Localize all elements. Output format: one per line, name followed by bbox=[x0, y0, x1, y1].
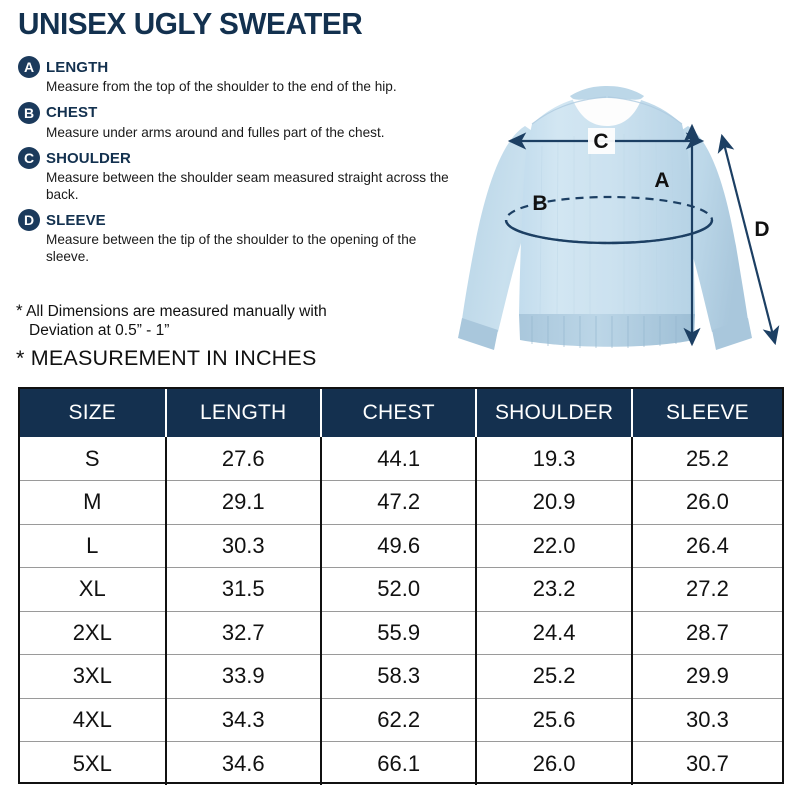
measurement-legend: A LENGTH Measure from the top of the sho… bbox=[18, 56, 450, 271]
legend-head-shoulder: C SHOULDER bbox=[18, 147, 450, 170]
cell-length: 34.6 bbox=[165, 741, 322, 785]
cell-shoulder: 25.6 bbox=[476, 697, 633, 742]
marker-label-a: A bbox=[654, 169, 669, 192]
table-row: XL 31.5 52.0 23.2 27.2 bbox=[20, 567, 782, 611]
cell-chest: 44.1 bbox=[320, 437, 478, 481]
marker-label-c: C bbox=[593, 130, 608, 153]
cell-sleeve: 30.7 bbox=[631, 741, 782, 785]
badge-d-icon: D bbox=[18, 209, 40, 232]
cell-length: 33.9 bbox=[165, 654, 322, 698]
cell-length: 29.1 bbox=[165, 480, 322, 524]
marker-label-d: D bbox=[754, 218, 769, 241]
badge-c-icon: C bbox=[18, 147, 40, 170]
cell-sleeve: 25.2 bbox=[686, 445, 729, 471]
badge-a-icon: A bbox=[18, 56, 40, 78]
table-row: 4XL 34.3 62.2 25.6 30.3 bbox=[20, 697, 782, 742]
cell-sleeve: 30.3 bbox=[631, 697, 782, 742]
table-row: 3XL 33.9 58.3 25.2 29.9 bbox=[20, 654, 782, 698]
legend-label-sleeve: SLEEVE bbox=[46, 211, 106, 229]
cell-length: 34.3 bbox=[165, 697, 322, 742]
cell-chest: 66.1 bbox=[320, 741, 478, 785]
cell-size: 4XL bbox=[20, 697, 167, 742]
legend-head-length: A LENGTH bbox=[18, 56, 450, 78]
marker-label-b: B bbox=[532, 192, 547, 215]
cell-sleeve: 28.7 bbox=[631, 610, 782, 655]
table-row: L 30.3 49.6 22.0 26.4 bbox=[20, 523, 782, 568]
legend-desc-sleeve: Measure between the tip of the shoulder … bbox=[46, 232, 417, 264]
arrow-b-chest-solid bbox=[504, 219, 714, 245]
cell-shoulder: 20.9 bbox=[476, 480, 633, 524]
cell-size: 3XL bbox=[20, 654, 167, 698]
cell-length: 30.3 bbox=[165, 523, 322, 568]
note-deviation-line1: All Dimensions are measured manually wit… bbox=[26, 303, 327, 320]
cell-sleeve: 27.2 bbox=[631, 567, 782, 611]
table-row: 2XL 32.7 55.9 24.4 28.7 bbox=[20, 610, 782, 655]
table-header-row: SIZE LENGTH CHEST SHOULDER SLEEVE bbox=[20, 389, 782, 437]
note-units: * MEASUREMENT IN INCHES bbox=[16, 346, 317, 371]
cell-size: XL bbox=[20, 567, 167, 611]
cell-length: 27.6 bbox=[165, 437, 322, 481]
legend-head-chest: B CHEST bbox=[18, 101, 450, 124]
asterisk-icon: * bbox=[16, 301, 23, 320]
arrow-d-sleeve bbox=[717, 133, 780, 346]
note-units-label: MEASUREMENT IN INCHES bbox=[30, 346, 317, 370]
legend-item-sleeve: D SLEEVE Measure between the tip of the … bbox=[18, 209, 450, 265]
table-row: S 27.6 44.1 19.3 25.2 bbox=[20, 437, 782, 481]
asterisk-icon-2: * bbox=[16, 346, 25, 370]
legend-desc-chest: Measure under arms around and fulles par… bbox=[46, 124, 385, 140]
cell-shoulder: 22.0 bbox=[476, 523, 633, 568]
cell-size: M bbox=[20, 480, 167, 524]
cell-chest: 52.0 bbox=[320, 567, 478, 611]
cell-shoulder: 23.2 bbox=[476, 567, 633, 611]
cell-length: 32.7 bbox=[165, 610, 322, 655]
note-deviation-line2: Deviation at 0.5” - 1” bbox=[29, 322, 170, 340]
legend-desc-length: Measure from the top of the shoulder to … bbox=[46, 79, 397, 94]
legend-label-chest: CHEST bbox=[46, 104, 98, 122]
sweater-diagram: C A B D bbox=[420, 48, 800, 383]
column-header-chest: CHEST bbox=[320, 389, 478, 437]
legend-item-chest: B CHEST Measure under arms around and fu… bbox=[18, 101, 450, 142]
badge-b-icon: B bbox=[18, 101, 40, 124]
table-row: 5XL 34.6 66.1 26.0 30.7 bbox=[20, 741, 782, 785]
cell-chest: 49.6 bbox=[320, 523, 478, 568]
cell-shoulder: 25.2 bbox=[476, 654, 633, 698]
cell-size: L bbox=[20, 523, 167, 568]
table-row: M 29.1 47.2 20.9 26.0 bbox=[20, 480, 782, 524]
cell-chest: 55.9 bbox=[320, 610, 478, 655]
legend-desc-shoulder: Measure between the shoulder seam measur… bbox=[46, 170, 449, 202]
size-chart-table: SIZE LENGTH CHEST SHOULDER SLEEVE S 27.6… bbox=[20, 389, 782, 785]
cell-length: 31.5 bbox=[165, 567, 322, 611]
measurement-arrows bbox=[504, 123, 780, 347]
cell-chest: 47.2 bbox=[320, 480, 478, 524]
cell-chest: 62.2 bbox=[320, 697, 478, 742]
column-header-shoulder: SHOULDER bbox=[476, 389, 633, 437]
sweater-garment bbox=[458, 86, 752, 350]
column-header-length: LENGTH bbox=[165, 389, 322, 437]
cell-shoulder: 19.3 bbox=[476, 437, 633, 481]
cell-size: S bbox=[20, 437, 167, 481]
cell-chest: 58.3 bbox=[320, 654, 478, 698]
legend-head-sleeve: D SLEEVE bbox=[18, 209, 450, 232]
cell-size: 5XL bbox=[20, 741, 167, 785]
size-chart-table-container: SIZE LENGTH CHEST SHOULDER SLEEVE S 27.6… bbox=[18, 387, 784, 785]
column-header-sleeve: SLEEVE bbox=[631, 389, 782, 437]
cell-size: 2XL bbox=[20, 610, 167, 655]
cell-shoulder: 24.4 bbox=[476, 610, 633, 655]
cell-sleeve: 29.9 bbox=[631, 654, 782, 698]
legend-item-length: A LENGTH Measure from the top of the sho… bbox=[18, 56, 450, 96]
cell-sleeve: 26.0 bbox=[631, 480, 782, 524]
cell-shoulder: 26.0 bbox=[476, 741, 633, 785]
page-title: UNISEX UGLY SWEATER bbox=[18, 6, 363, 41]
legend-item-shoulder: C SHOULDER Measure between the shoulder … bbox=[18, 147, 450, 203]
column-header-size: SIZE bbox=[20, 389, 167, 437]
note-deviation: * All Dimensions are measured manually w… bbox=[16, 300, 416, 341]
legend-label-shoulder: SHOULDER bbox=[46, 149, 131, 167]
cell-sleeve: 26.4 bbox=[631, 523, 782, 568]
legend-label-length: LENGTH bbox=[46, 58, 109, 76]
